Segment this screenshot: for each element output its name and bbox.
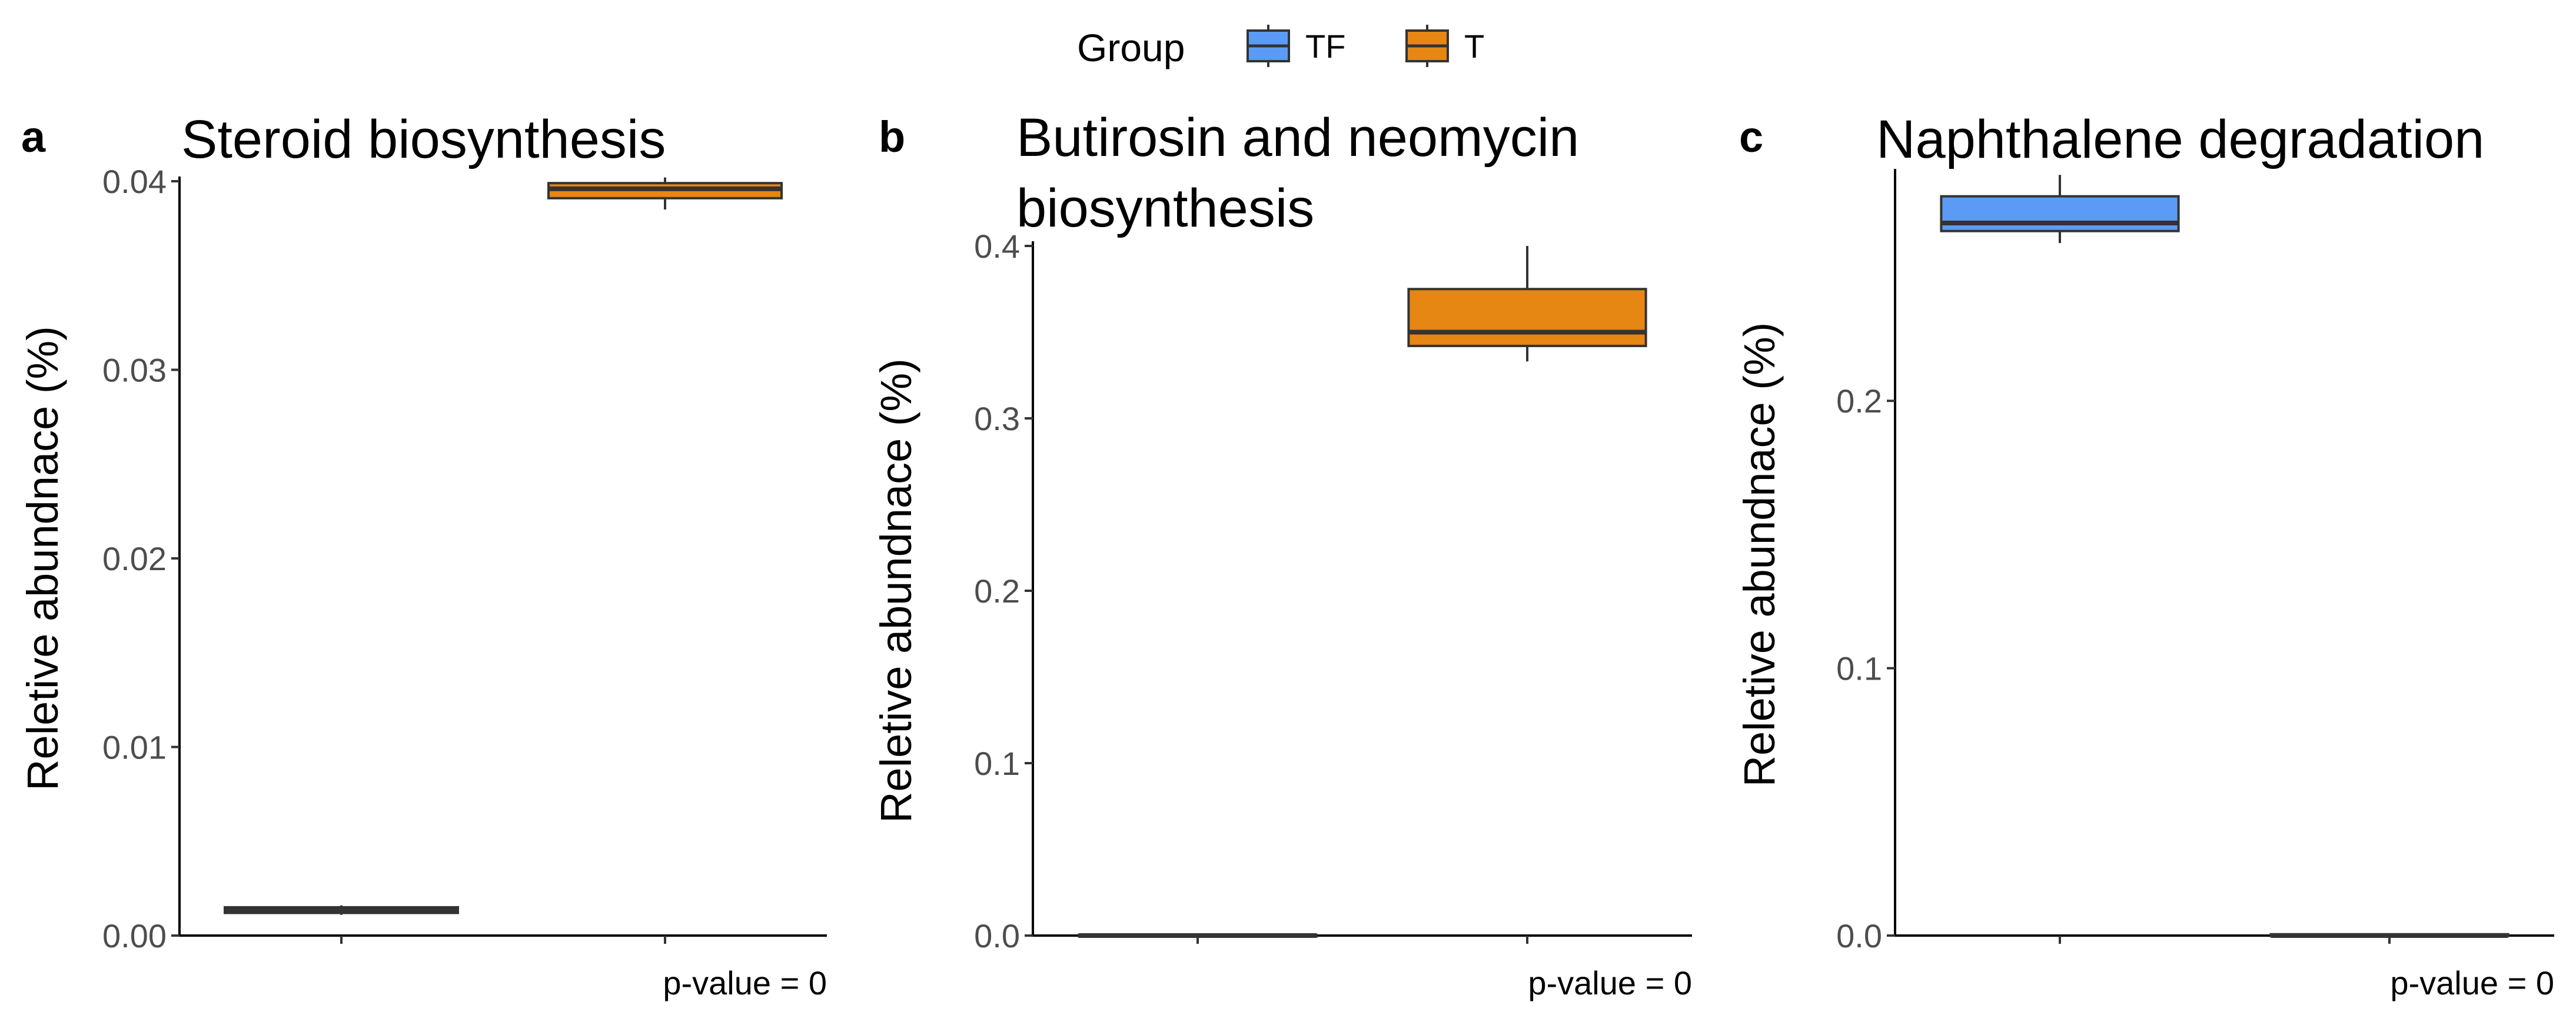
panel-title-b-line-2: biosynthesis — [1016, 178, 1314, 238]
panel-title-c: Naphthalene degradation — [1876, 109, 2484, 169]
y-axis-label-b: Reletive abundnace (%) — [872, 358, 920, 823]
legend-label: TF — [1305, 28, 1345, 65]
box-b-t — [1407, 246, 1647, 944]
y-tick-label: 0.02 — [102, 540, 167, 577]
panel-title-a: Steroid biosynthesis — [181, 109, 666, 169]
box-c-tf — [1940, 175, 2180, 944]
p-value-annotation-a: p-value = 0 — [663, 964, 827, 1001]
panel-label-a: a — [21, 112, 46, 161]
y-tick-label: 0.03 — [102, 352, 167, 389]
box-iqr — [1407, 288, 1647, 347]
legend-label: T — [1464, 28, 1484, 65]
p-value-annotation-b: p-value = 0 — [1528, 964, 1692, 1001]
box-c-t — [2269, 933, 2509, 944]
legend-item-t: T — [1405, 25, 1484, 67]
y-tick-label: 0.1 — [974, 745, 1020, 782]
y-tick-label: 0.00 — [102, 917, 167, 954]
box-b-tf — [1078, 933, 1318, 944]
y-axis-label-a: Reletive abundnace (%) — [18, 326, 67, 791]
p-value-annotation-c: p-value = 0 — [2390, 964, 2554, 1001]
y-tick-label: 0.04 — [102, 163, 167, 200]
y-tick-label: 0.2 — [974, 573, 1020, 610]
y-tick-label: 0.01 — [102, 729, 167, 766]
y-tick-label: 0.0 — [974, 917, 1020, 954]
panel-b: b Butirosin and neomycin biosynthesis Relet… — [872, 108, 1692, 1001]
y-tick-label: 0.4 — [974, 228, 1020, 265]
panel-label-b: b — [879, 112, 905, 161]
panels: a Steroid biosynthesis Reletive abundnace … — [18, 108, 2554, 1001]
y-tick-label: 0.2 — [1836, 382, 1882, 420]
box-a-t — [547, 177, 783, 944]
y-tick-label: 0.3 — [974, 400, 1020, 437]
panel-label-c: c — [1739, 112, 1763, 161]
box-iqr — [1940, 195, 2180, 232]
legend-title: Group — [1077, 26, 1185, 69]
legend-item-tf: TF — [1247, 25, 1345, 67]
panel-title-b-line-1: Butirosin and neomycin — [1016, 108, 1579, 168]
panel-c: c Naphthalene degradation Reletive abundna… — [1735, 109, 2554, 1001]
legend: Group TF T — [1077, 25, 1484, 69]
y-tick-label: 0.1 — [1836, 650, 1882, 687]
y-tick-label: 0.0 — [1836, 917, 1882, 954]
box-a-tf — [224, 905, 459, 944]
panel-a: a Steroid biosynthesis Reletive abundnace … — [18, 109, 827, 1001]
y-axis-label-c: Reletive abundnace (%) — [1735, 322, 1784, 787]
